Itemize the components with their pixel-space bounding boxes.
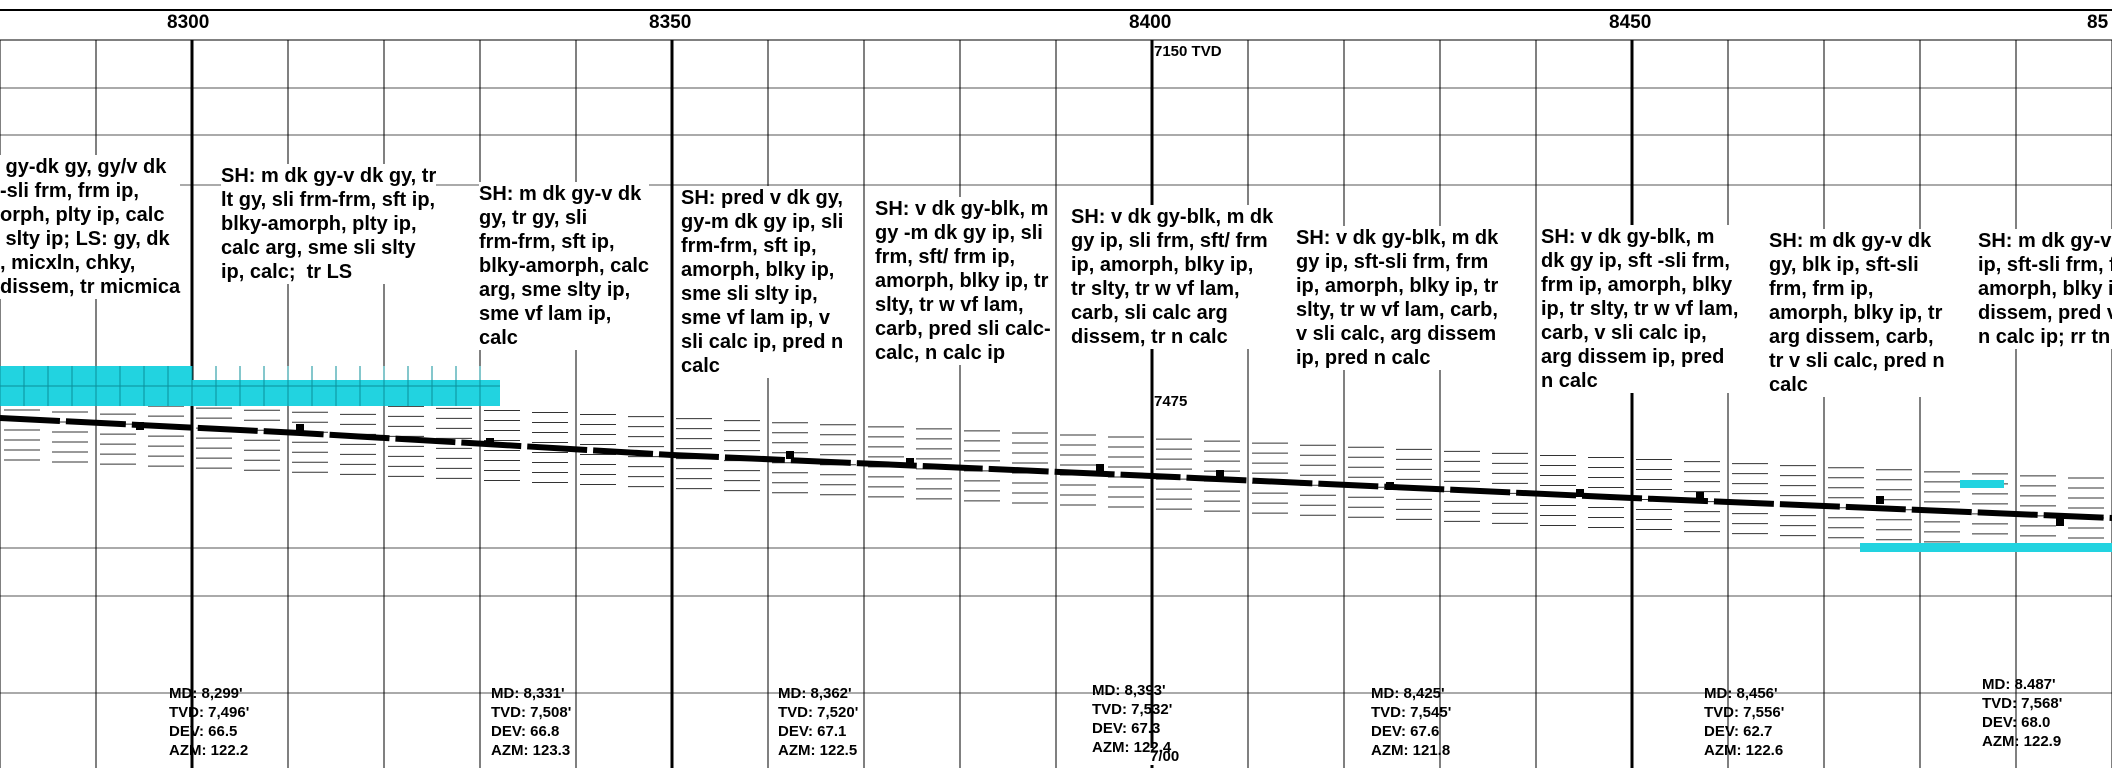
survey-station: MD: 8,331' TVD: 7,508' DEV: 66.8 AZM: 12… bbox=[491, 685, 572, 759]
sample-marker bbox=[906, 458, 914, 466]
sample-marker bbox=[486, 438, 494, 446]
depth-label-8400: 8400 bbox=[1129, 12, 1172, 33]
survey-station: MD: 8.487' TVD: 7,568' DEV: 68.0 AZM: 12… bbox=[1982, 676, 2063, 750]
limestone-bed bbox=[1960, 480, 2004, 488]
limestone-bed bbox=[1860, 543, 2112, 552]
sample-marker bbox=[1216, 470, 1224, 478]
survey-station: MD: 8,299' TVD: 7,496' DEV: 66.5 AZM: 12… bbox=[169, 685, 250, 759]
lithology-description: SH: m dk gy-v ip, sft-sli frm, f amorph,… bbox=[1978, 229, 2112, 349]
lithology-description: gy-dk gy, gy/v dk -sli frm, frm ip, orph… bbox=[0, 155, 181, 299]
lithology-description: SH: v dk gy-blk, m gy -m dk gy ip, sli f… bbox=[875, 197, 1051, 365]
sample-marker bbox=[1386, 482, 1394, 490]
lithology-description: SH: v dk gy-blk, m dk gy ip, sft -sli fr… bbox=[1541, 225, 1739, 393]
lithology-description: SH: m dk gy-v dk gy, blk ip, sft-sli frm… bbox=[1769, 229, 1945, 397]
survey-station: MD: 8,393' TVD: 7,532' DEV: 67.3 AZM: 12… bbox=[1092, 682, 1173, 756]
depth-label-8450: 8450 bbox=[1609, 12, 1652, 33]
survey-station: MD: 8,425' TVD: 7,545' DEV: 67.6 AZM: 12… bbox=[1371, 685, 1452, 759]
depth-label-8350: 8350 bbox=[649, 12, 692, 33]
limestone-bed bbox=[192, 380, 500, 406]
lithology-description: SH: pred v dk gy, gy-m dk gy ip, sli frm… bbox=[681, 186, 844, 378]
survey-station: MD: 8,362' TVD: 7,520' DEV: 67.1 AZM: 12… bbox=[778, 685, 859, 759]
sample-marker bbox=[2056, 518, 2064, 526]
depth-label-8300: 8300 bbox=[167, 12, 210, 33]
sample-marker bbox=[1576, 489, 1584, 497]
tvd-marker-7150: 7150 TVD bbox=[1154, 43, 1222, 60]
lithology-description: SH: m dk gy-v dk gy, tr gy, sli frm-frm,… bbox=[479, 182, 650, 350]
tvd-marker-bottom: 7/00 bbox=[1150, 748, 1180, 765]
depth-label-85xx: 85 bbox=[2087, 12, 2109, 33]
lithology-description: SH: v dk gy-blk, m dk gy ip, sft-sli frm… bbox=[1296, 226, 1499, 370]
sample-marker bbox=[296, 424, 304, 432]
sample-marker bbox=[786, 451, 794, 459]
survey-station: MD: 8,456' TVD: 7,556' DEV: 62.7 AZM: 12… bbox=[1704, 685, 1785, 759]
sample-marker bbox=[1696, 492, 1704, 500]
sample-marker bbox=[1876, 496, 1884, 504]
tvd-marker-7475: 7475 bbox=[1154, 393, 1188, 410]
lithology-description: SH: v dk gy-blk, m dk gy ip, sli frm, sf… bbox=[1071, 205, 1274, 349]
lithology-description: SH: m dk gy-v dk gy, tr lt gy, sli frm-f… bbox=[221, 164, 437, 284]
sample-marker bbox=[1096, 464, 1104, 472]
sample-marker bbox=[136, 422, 144, 430]
